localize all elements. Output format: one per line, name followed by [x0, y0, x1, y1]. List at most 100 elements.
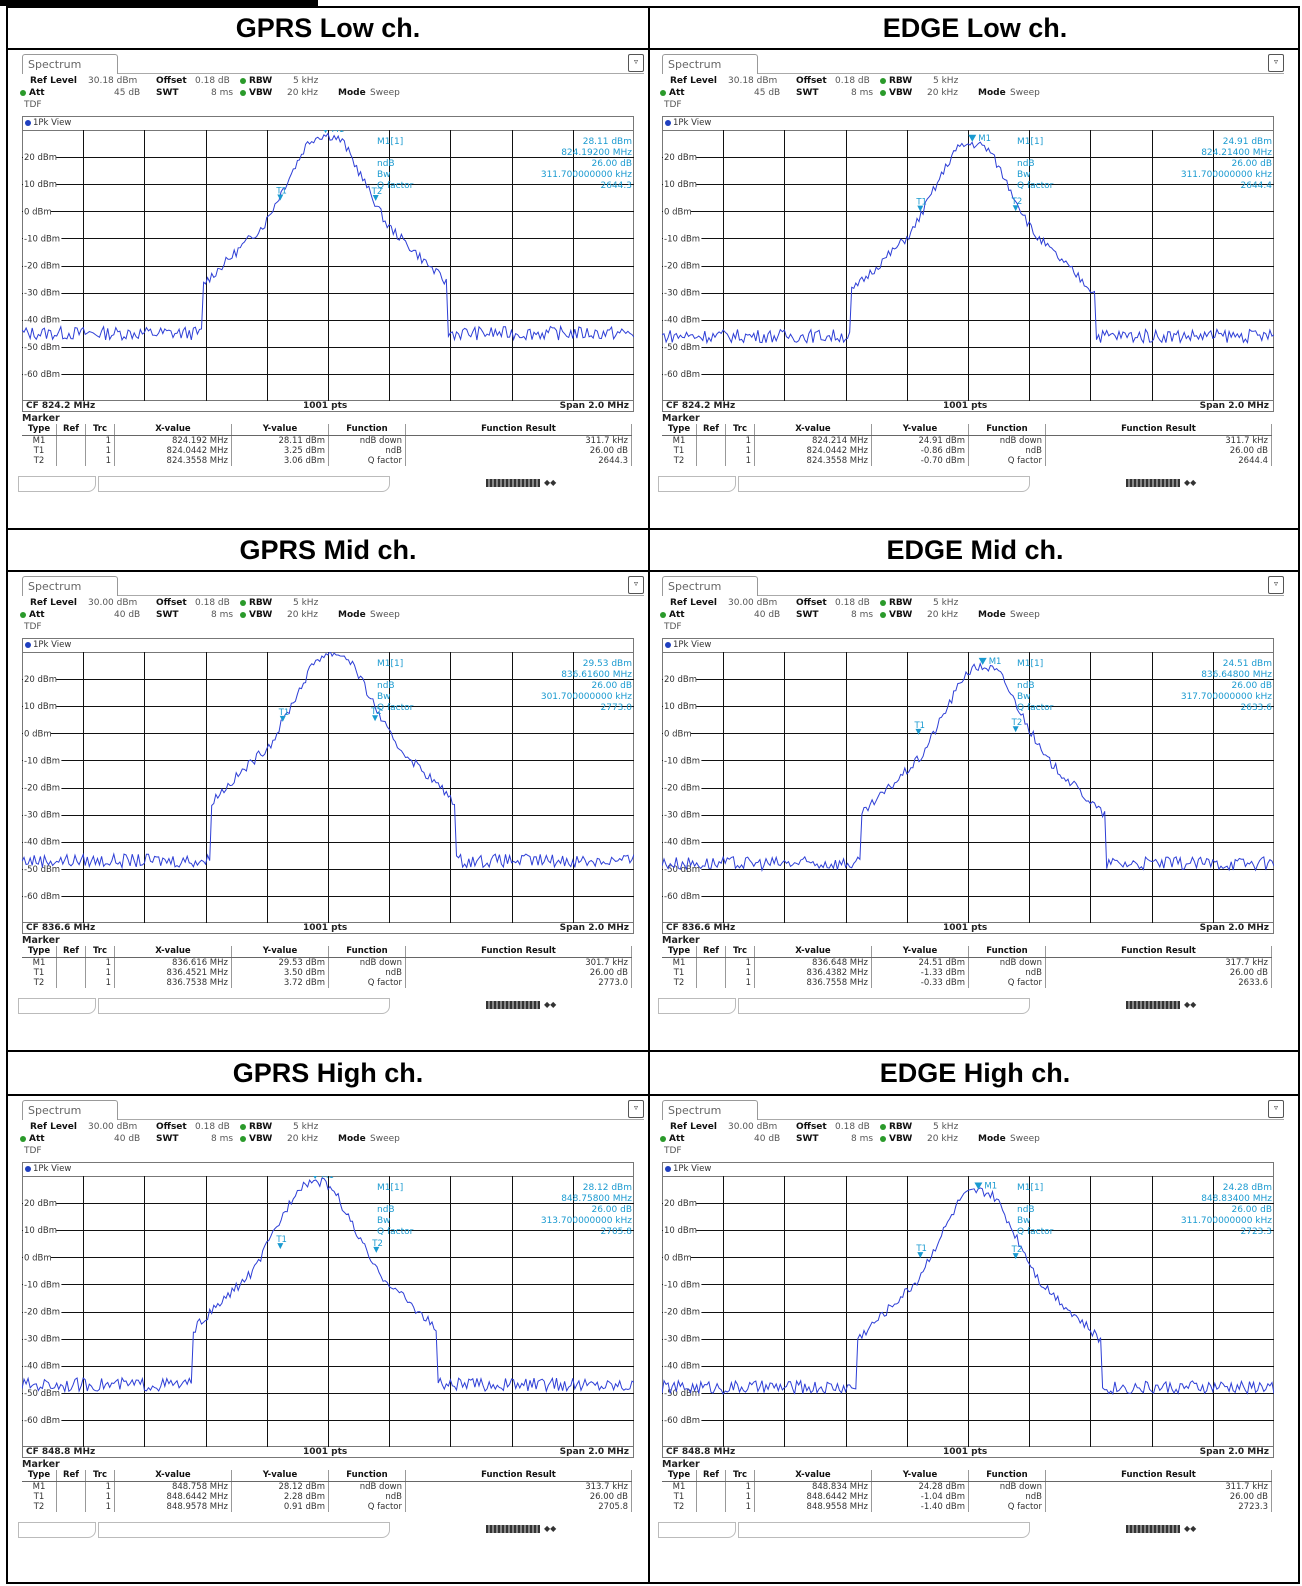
readout-value: 29.53 dBm: [583, 659, 632, 669]
tick-label-bg: [663, 341, 702, 352]
tick-label-bg: [23, 1333, 62, 1344]
top-black-bar: [0, 0, 318, 6]
tick-label-bg: [23, 1279, 62, 1290]
cell-function-result: 2633.6: [1045, 978, 1272, 988]
menu-icon[interactable]: ▿: [1268, 576, 1284, 594]
cell-ref: [56, 957, 86, 968]
cell-function-result: 313.7 kHz: [405, 1481, 632, 1492]
marker-table: Type Ref Trc X-value Y-value Function Fu…: [22, 946, 632, 988]
view-label: 1Pk View: [33, 118, 72, 128]
tab-spectrum[interactable]: Spectrum: [22, 1100, 118, 1120]
cell-type: T2: [22, 978, 57, 988]
rbw-label: RBW: [249, 598, 273, 608]
readout-value: 2723.3: [1241, 1227, 1273, 1237]
col-ref: Ref: [56, 946, 86, 958]
view-label: 1Pk View: [33, 640, 72, 650]
tab-spectrum[interactable]: Spectrum: [22, 54, 118, 74]
swt-value: 8 ms: [851, 1134, 874, 1144]
span-value: Span 2.0 MHz: [1199, 1447, 1269, 1457]
menu-icon[interactable]: ▿: [628, 576, 644, 594]
mode-label: Mode: [338, 610, 366, 620]
settings-header: Ref Level 30.00 dBm Offset 0.18 dB RBW 5…: [658, 1122, 1298, 1160]
menu-icon[interactable]: ▿: [1268, 1100, 1284, 1118]
cell-function: ndB: [328, 446, 406, 456]
col-y-value: Y-value: [871, 946, 969, 958]
progress-indicator: [486, 1001, 540, 1009]
menu-icon[interactable]: ▿: [628, 54, 644, 72]
cell-type: M1: [22, 1481, 57, 1492]
offset-label: Offset: [796, 1122, 827, 1132]
readout-value: 311.700000000 kHz: [541, 170, 632, 180]
marker-t2: [1012, 726, 1019, 733]
marker-section: Marker Type Ref Trc X-value Y-value Func…: [22, 935, 634, 988]
marker-m1-label: M1: [321, 1176, 334, 1181]
spectrum-panel: Spectrum ▿ Ref Level 30.18 dBm Offset 0.…: [18, 52, 658, 532]
mode-value: Sweep: [1010, 1134, 1040, 1144]
spectrum-trace: [22, 132, 634, 342]
menu-icon[interactable]: ▿: [628, 1100, 644, 1118]
marker-section: Marker Type Ref Trc X-value Y-value Func…: [662, 413, 1274, 466]
marker-t2-label: T2: [371, 187, 383, 197]
rbw-group: RBW: [240, 598, 272, 608]
cell-function-result: 26.00 dB: [405, 1492, 632, 1502]
table-row: M1 1 824.214 MHz 24.91 dBm ndB down 311.…: [662, 435, 1272, 446]
att-group: Att: [660, 610, 685, 620]
tdf-label: TDF: [664, 622, 682, 632]
spectrum-trace: [662, 661, 1274, 872]
rbw-value: 5 kHz: [933, 76, 959, 86]
y-tick-label: -60 dBm: [664, 370, 700, 380]
vbw-label: VBW: [889, 88, 913, 98]
status-dot-icon: [660, 611, 666, 618]
table-header-row: Type Ref Trc X-value Y-value Function Fu…: [662, 424, 1272, 436]
table-row: M1 1 824.192 MHz 28.11 dBm ndB down 311.…: [22, 435, 632, 446]
cell-trc: 1: [85, 1492, 115, 1502]
mode-value: Sweep: [370, 1134, 400, 1144]
readout-label: M1[1]: [1017, 1183, 1043, 1193]
col-type: Type: [662, 1470, 697, 1482]
cell-function-result: 2644.3: [405, 456, 632, 466]
cell-ref: [696, 456, 726, 466]
y-tick-label: 10 dBm: [24, 1226, 57, 1236]
y-tick-label: 20 dBm: [664, 1199, 697, 1209]
readout-label: M1[1]: [1017, 659, 1043, 669]
att-label: Att: [29, 88, 45, 98]
span-value: Span 2.0 MHz: [1199, 923, 1269, 933]
cell-x-value: 836.7558 MHz: [754, 978, 872, 988]
swt-value: 8 ms: [211, 1134, 234, 1144]
cell-y-value: 3.25 dBm: [231, 446, 329, 456]
marker-t2-label: T2: [370, 707, 382, 717]
cell-y-value: 28.11 dBm: [231, 435, 329, 446]
y-tick-label: -50 dBm: [664, 343, 700, 353]
vbw-label: VBW: [249, 1134, 273, 1144]
table-row: T2 1 848.9558 MHz -1.40 dBm Q factor 272…: [662, 1502, 1272, 1512]
rbw-label: RBW: [249, 1122, 273, 1132]
tab-spectrum[interactable]: Spectrum: [662, 54, 758, 74]
settings-header: Ref Level 30.00 dBm Offset 0.18 dB RBW 5…: [18, 1122, 658, 1160]
cell-function-result: 311.7 kHz: [1045, 1481, 1272, 1492]
swt-value: 8 ms: [851, 610, 874, 620]
marker-table: Type Ref Trc X-value Y-value Function Fu…: [662, 1470, 1272, 1512]
tab-spectrum[interactable]: Spectrum: [22, 576, 118, 596]
att-label: Att: [29, 610, 45, 620]
cell-ref: [56, 446, 86, 456]
status-bar: ◆◆: [658, 998, 1274, 1014]
att-value: 40 dB: [114, 610, 141, 620]
col-x-value: X-value: [114, 1470, 232, 1482]
offset-label: Offset: [156, 598, 187, 608]
col-type: Type: [22, 424, 57, 436]
readout-label: Q factor: [1017, 181, 1054, 191]
cell-type: T1: [22, 968, 57, 978]
cell-x-value: 824.0442 MHz: [754, 446, 872, 456]
cell-trc: 1: [85, 957, 115, 968]
status-glyph-icon: ◆◆: [544, 478, 557, 487]
title-edge-mid: EDGE Mid ch.: [886, 535, 1064, 565]
tick-label-bg: [23, 206, 51, 217]
menu-icon[interactable]: ▿: [1268, 54, 1284, 72]
tab-spectrum[interactable]: Spectrum: [662, 1100, 758, 1120]
cell-type: M1: [662, 1481, 697, 1492]
status-dot-icon: [660, 89, 666, 96]
tab-spectrum[interactable]: Spectrum: [662, 576, 758, 596]
offset-label: Offset: [156, 76, 187, 86]
readout-label: Bw: [377, 1216, 391, 1226]
tick-label-bg: [23, 1387, 62, 1398]
